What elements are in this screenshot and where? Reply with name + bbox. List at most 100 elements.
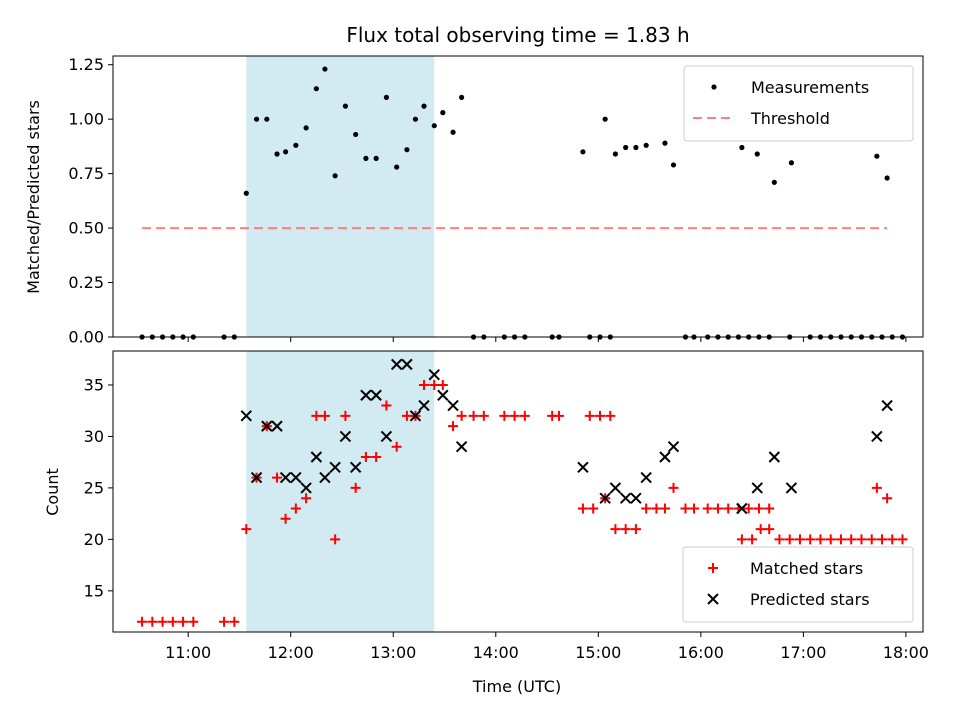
data-point bbox=[478, 410, 489, 421]
data-point bbox=[178, 616, 189, 627]
legend-swatch bbox=[711, 84, 717, 90]
data-point bbox=[519, 410, 530, 421]
observing-interval-shade bbox=[246, 351, 435, 632]
series-predicted-stars bbox=[240, 358, 893, 515]
data-point bbox=[670, 162, 677, 168]
data-point bbox=[641, 503, 652, 514]
data-point bbox=[580, 149, 586, 155]
data-point bbox=[157, 616, 168, 627]
data-point bbox=[349, 461, 362, 474]
data-point bbox=[768, 451, 781, 463]
data-point bbox=[876, 534, 887, 545]
data-point bbox=[313, 86, 319, 92]
data-point bbox=[456, 410, 467, 421]
data-point bbox=[882, 493, 893, 504]
data-point bbox=[332, 173, 338, 179]
data-point bbox=[431, 123, 437, 129]
data-point bbox=[739, 144, 745, 151]
data-point bbox=[747, 534, 758, 545]
data-point bbox=[219, 616, 230, 627]
data-point bbox=[897, 534, 908, 545]
data-point bbox=[509, 410, 520, 421]
data-point bbox=[680, 503, 691, 514]
data-point bbox=[630, 524, 641, 535]
legend-label: Matched stars bbox=[750, 559, 863, 578]
data-point bbox=[448, 421, 459, 432]
data-point bbox=[370, 389, 382, 401]
data-point bbox=[577, 461, 589, 474]
data-point bbox=[712, 503, 723, 514]
data-point bbox=[253, 116, 260, 122]
data-point bbox=[667, 441, 680, 453]
data-point bbox=[602, 116, 608, 122]
data-point bbox=[303, 125, 309, 131]
data-point bbox=[428, 368, 440, 381]
data-point bbox=[702, 503, 713, 514]
x-tick-label: 18:00 bbox=[883, 643, 929, 662]
data-point bbox=[390, 358, 403, 371]
x-tick-label: 15:00 bbox=[575, 643, 621, 662]
data-point bbox=[279, 471, 292, 484]
data-point bbox=[290, 503, 301, 514]
data-point bbox=[630, 492, 642, 504]
data-point bbox=[167, 616, 178, 627]
data-point bbox=[447, 399, 459, 412]
data-point bbox=[643, 142, 649, 148]
y-tick-label: 1.00 bbox=[68, 110, 104, 129]
data-point bbox=[437, 389, 449, 401]
data-point bbox=[421, 103, 427, 109]
data-point bbox=[459, 94, 465, 100]
data-point bbox=[689, 503, 700, 514]
data-point bbox=[310, 451, 323, 463]
x-tick-label: 16:00 bbox=[678, 643, 724, 662]
y-tick-label: 20 bbox=[84, 530, 104, 549]
data-point bbox=[455, 441, 468, 453]
data-point bbox=[322, 66, 328, 72]
legend: Matched stars Predicted stars bbox=[682, 546, 914, 623]
legend-label: Measurements bbox=[751, 78, 869, 97]
data-point bbox=[371, 452, 382, 463]
data-point bbox=[751, 482, 763, 494]
data-point bbox=[280, 513, 291, 524]
data-point bbox=[350, 482, 361, 493]
data-point bbox=[753, 503, 764, 514]
data-point bbox=[623, 144, 629, 151]
data-point bbox=[610, 524, 621, 535]
top-panel: 0.00 0.25 0.50 0.75 1.00 1.25 Measurements Thre… bbox=[68, 55, 924, 347]
data-point bbox=[468, 410, 479, 421]
data-point bbox=[640, 471, 652, 484]
data-point bbox=[651, 503, 662, 514]
data-point bbox=[360, 389, 372, 401]
data-point bbox=[300, 482, 312, 494]
data-point bbox=[383, 94, 390, 100]
data-point bbox=[329, 461, 341, 474]
data-point bbox=[588, 503, 599, 514]
y-tick-label: 30 bbox=[84, 427, 104, 446]
data-point bbox=[394, 164, 400, 170]
y-tick-label: 0.50 bbox=[68, 219, 104, 238]
data-point bbox=[264, 116, 270, 122]
x-tick-label: 17:00 bbox=[780, 643, 826, 662]
y-tick-label: 0.00 bbox=[68, 328, 104, 347]
data-point bbox=[605, 410, 616, 421]
data-point bbox=[401, 358, 413, 371]
x-tick-label: 12:00 bbox=[268, 643, 314, 662]
data-point bbox=[788, 160, 795, 166]
bottom-y-axis-label: Count bbox=[43, 468, 62, 516]
data-point bbox=[293, 142, 299, 148]
data-point bbox=[595, 410, 606, 421]
legend-swatch bbox=[707, 593, 719, 605]
data-point bbox=[743, 503, 754, 514]
data-point bbox=[391, 441, 402, 452]
data-point bbox=[755, 524, 766, 535]
data-point bbox=[363, 155, 369, 161]
data-point bbox=[805, 534, 816, 545]
chart-title: Flux total observing time = 1.83 h bbox=[346, 23, 689, 47]
data-point bbox=[373, 155, 379, 161]
data-point bbox=[261, 420, 273, 432]
y-tick-label: 35 bbox=[84, 375, 104, 394]
data-point bbox=[330, 534, 341, 545]
data-point bbox=[723, 503, 734, 514]
data-point bbox=[846, 534, 857, 545]
data-point bbox=[620, 524, 631, 535]
